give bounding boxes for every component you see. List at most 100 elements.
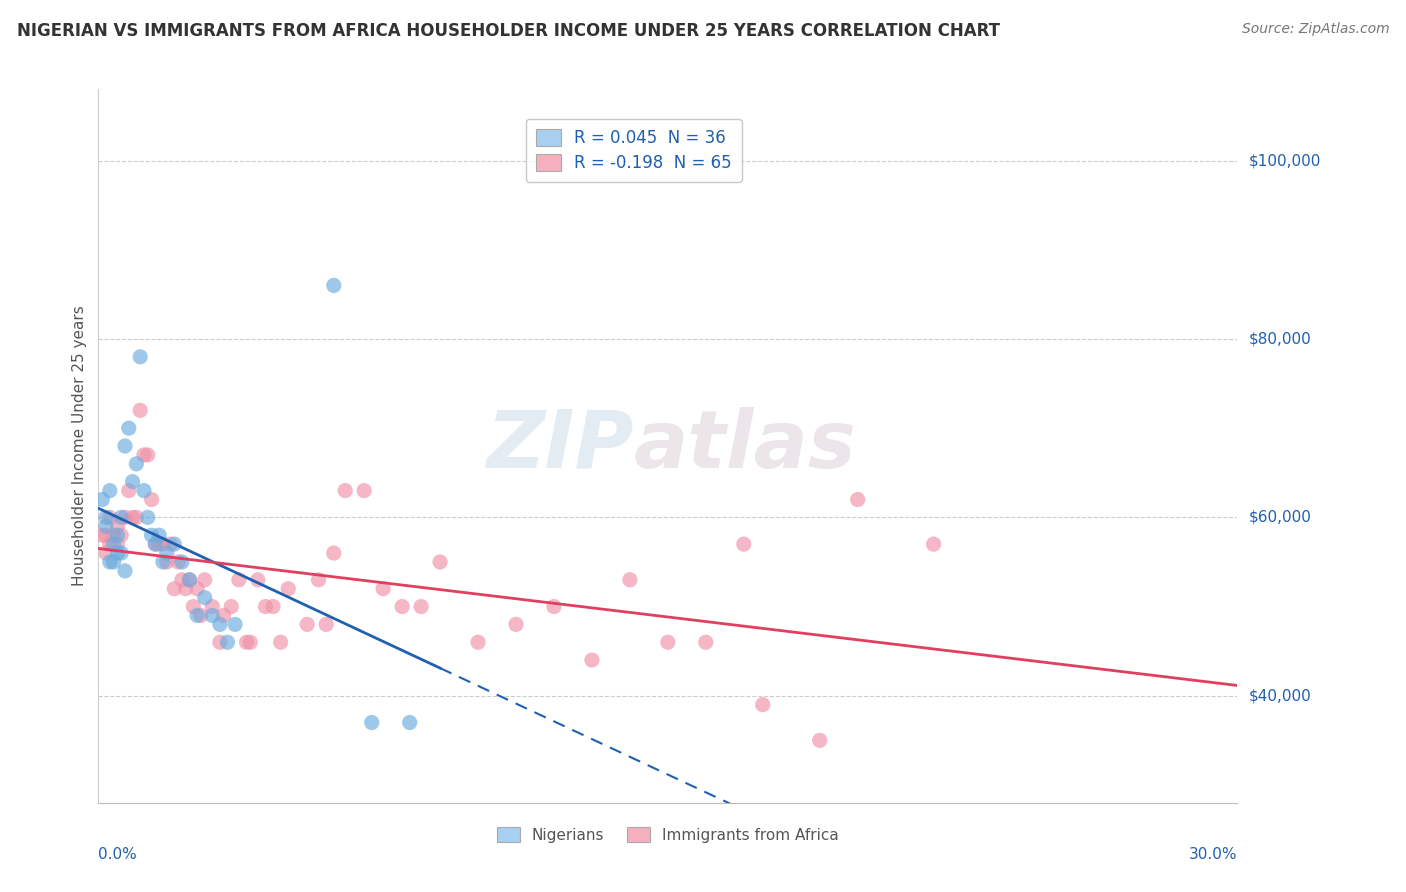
Point bbox=[163, 582, 186, 596]
Point bbox=[297, 617, 319, 632]
Point bbox=[174, 582, 197, 596]
Point bbox=[846, 492, 869, 507]
Point bbox=[695, 635, 717, 649]
Text: $40,000: $40,000 bbox=[1249, 689, 1312, 703]
Point bbox=[262, 599, 284, 614]
Point bbox=[239, 635, 262, 649]
Point bbox=[103, 537, 125, 551]
Point bbox=[94, 510, 117, 524]
Point bbox=[152, 555, 174, 569]
Point bbox=[429, 555, 451, 569]
Point bbox=[121, 475, 143, 489]
Point bbox=[186, 582, 208, 596]
Point bbox=[543, 599, 565, 614]
Point bbox=[132, 483, 155, 498]
Point bbox=[322, 546, 344, 560]
Text: Source: ZipAtlas.com: Source: ZipAtlas.com bbox=[1241, 22, 1389, 37]
Point bbox=[170, 573, 193, 587]
Point bbox=[141, 492, 163, 507]
Point bbox=[107, 546, 129, 560]
Point bbox=[224, 617, 246, 632]
Point bbox=[371, 582, 394, 596]
Point bbox=[315, 617, 337, 632]
Point bbox=[114, 564, 136, 578]
Point bbox=[152, 537, 174, 551]
Point bbox=[254, 599, 277, 614]
Point bbox=[156, 555, 179, 569]
Point bbox=[103, 555, 125, 569]
Point bbox=[228, 573, 250, 587]
Point bbox=[179, 573, 201, 587]
Text: 0.0%: 0.0% bbox=[98, 847, 138, 863]
Point bbox=[270, 635, 292, 649]
Point bbox=[398, 715, 420, 730]
Point bbox=[208, 617, 231, 632]
Point bbox=[107, 537, 129, 551]
Point bbox=[110, 510, 132, 524]
Point bbox=[107, 528, 129, 542]
Point bbox=[136, 448, 159, 462]
Point bbox=[353, 483, 375, 498]
Point bbox=[167, 555, 190, 569]
Point bbox=[91, 492, 114, 507]
Point bbox=[190, 608, 212, 623]
Point bbox=[98, 537, 121, 551]
Legend: Nigerians, Immigrants from Africa: Nigerians, Immigrants from Africa bbox=[491, 821, 845, 848]
Point bbox=[98, 555, 121, 569]
Point bbox=[129, 350, 152, 364]
Point bbox=[94, 528, 117, 542]
Point bbox=[163, 537, 186, 551]
Point bbox=[308, 573, 330, 587]
Point bbox=[619, 573, 641, 587]
Text: atlas: atlas bbox=[634, 407, 856, 485]
Point bbox=[148, 537, 170, 551]
Point bbox=[125, 457, 148, 471]
Point bbox=[132, 448, 155, 462]
Point bbox=[212, 608, 235, 623]
Point bbox=[91, 528, 114, 542]
Point bbox=[136, 510, 159, 524]
Point bbox=[114, 439, 136, 453]
Point bbox=[657, 635, 679, 649]
Text: ZIP: ZIP bbox=[486, 407, 634, 485]
Point bbox=[114, 510, 136, 524]
Point bbox=[141, 528, 163, 542]
Text: $100,000: $100,000 bbox=[1249, 153, 1320, 168]
Point bbox=[752, 698, 775, 712]
Point bbox=[183, 599, 205, 614]
Point bbox=[121, 510, 143, 524]
Point bbox=[467, 635, 489, 649]
Text: $80,000: $80,000 bbox=[1249, 332, 1312, 346]
Point bbox=[110, 546, 132, 560]
Text: $60,000: $60,000 bbox=[1249, 510, 1312, 524]
Point bbox=[125, 510, 148, 524]
Point bbox=[98, 483, 121, 498]
Point bbox=[322, 278, 344, 293]
Point bbox=[194, 573, 217, 587]
Point bbox=[110, 528, 132, 542]
Point bbox=[170, 555, 193, 569]
Point bbox=[335, 483, 357, 498]
Point bbox=[217, 635, 239, 649]
Point bbox=[156, 546, 179, 560]
Text: NIGERIAN VS IMMIGRANTS FROM AFRICA HOUSEHOLDER INCOME UNDER 25 YEARS CORRELATION: NIGERIAN VS IMMIGRANTS FROM AFRICA HOUSE… bbox=[17, 22, 1000, 40]
Point bbox=[103, 528, 125, 542]
Point bbox=[360, 715, 382, 730]
Point bbox=[581, 653, 603, 667]
Point bbox=[235, 635, 257, 649]
Point bbox=[179, 573, 201, 587]
Point bbox=[201, 599, 224, 614]
Point bbox=[411, 599, 433, 614]
Point bbox=[118, 421, 141, 435]
Point bbox=[277, 582, 299, 596]
Point bbox=[201, 608, 224, 623]
Point bbox=[246, 573, 269, 587]
Point bbox=[129, 403, 152, 417]
Point bbox=[118, 483, 141, 498]
Point bbox=[808, 733, 831, 747]
Point bbox=[159, 537, 181, 551]
Point bbox=[194, 591, 217, 605]
Point bbox=[98, 510, 121, 524]
Point bbox=[208, 635, 231, 649]
Point bbox=[922, 537, 945, 551]
